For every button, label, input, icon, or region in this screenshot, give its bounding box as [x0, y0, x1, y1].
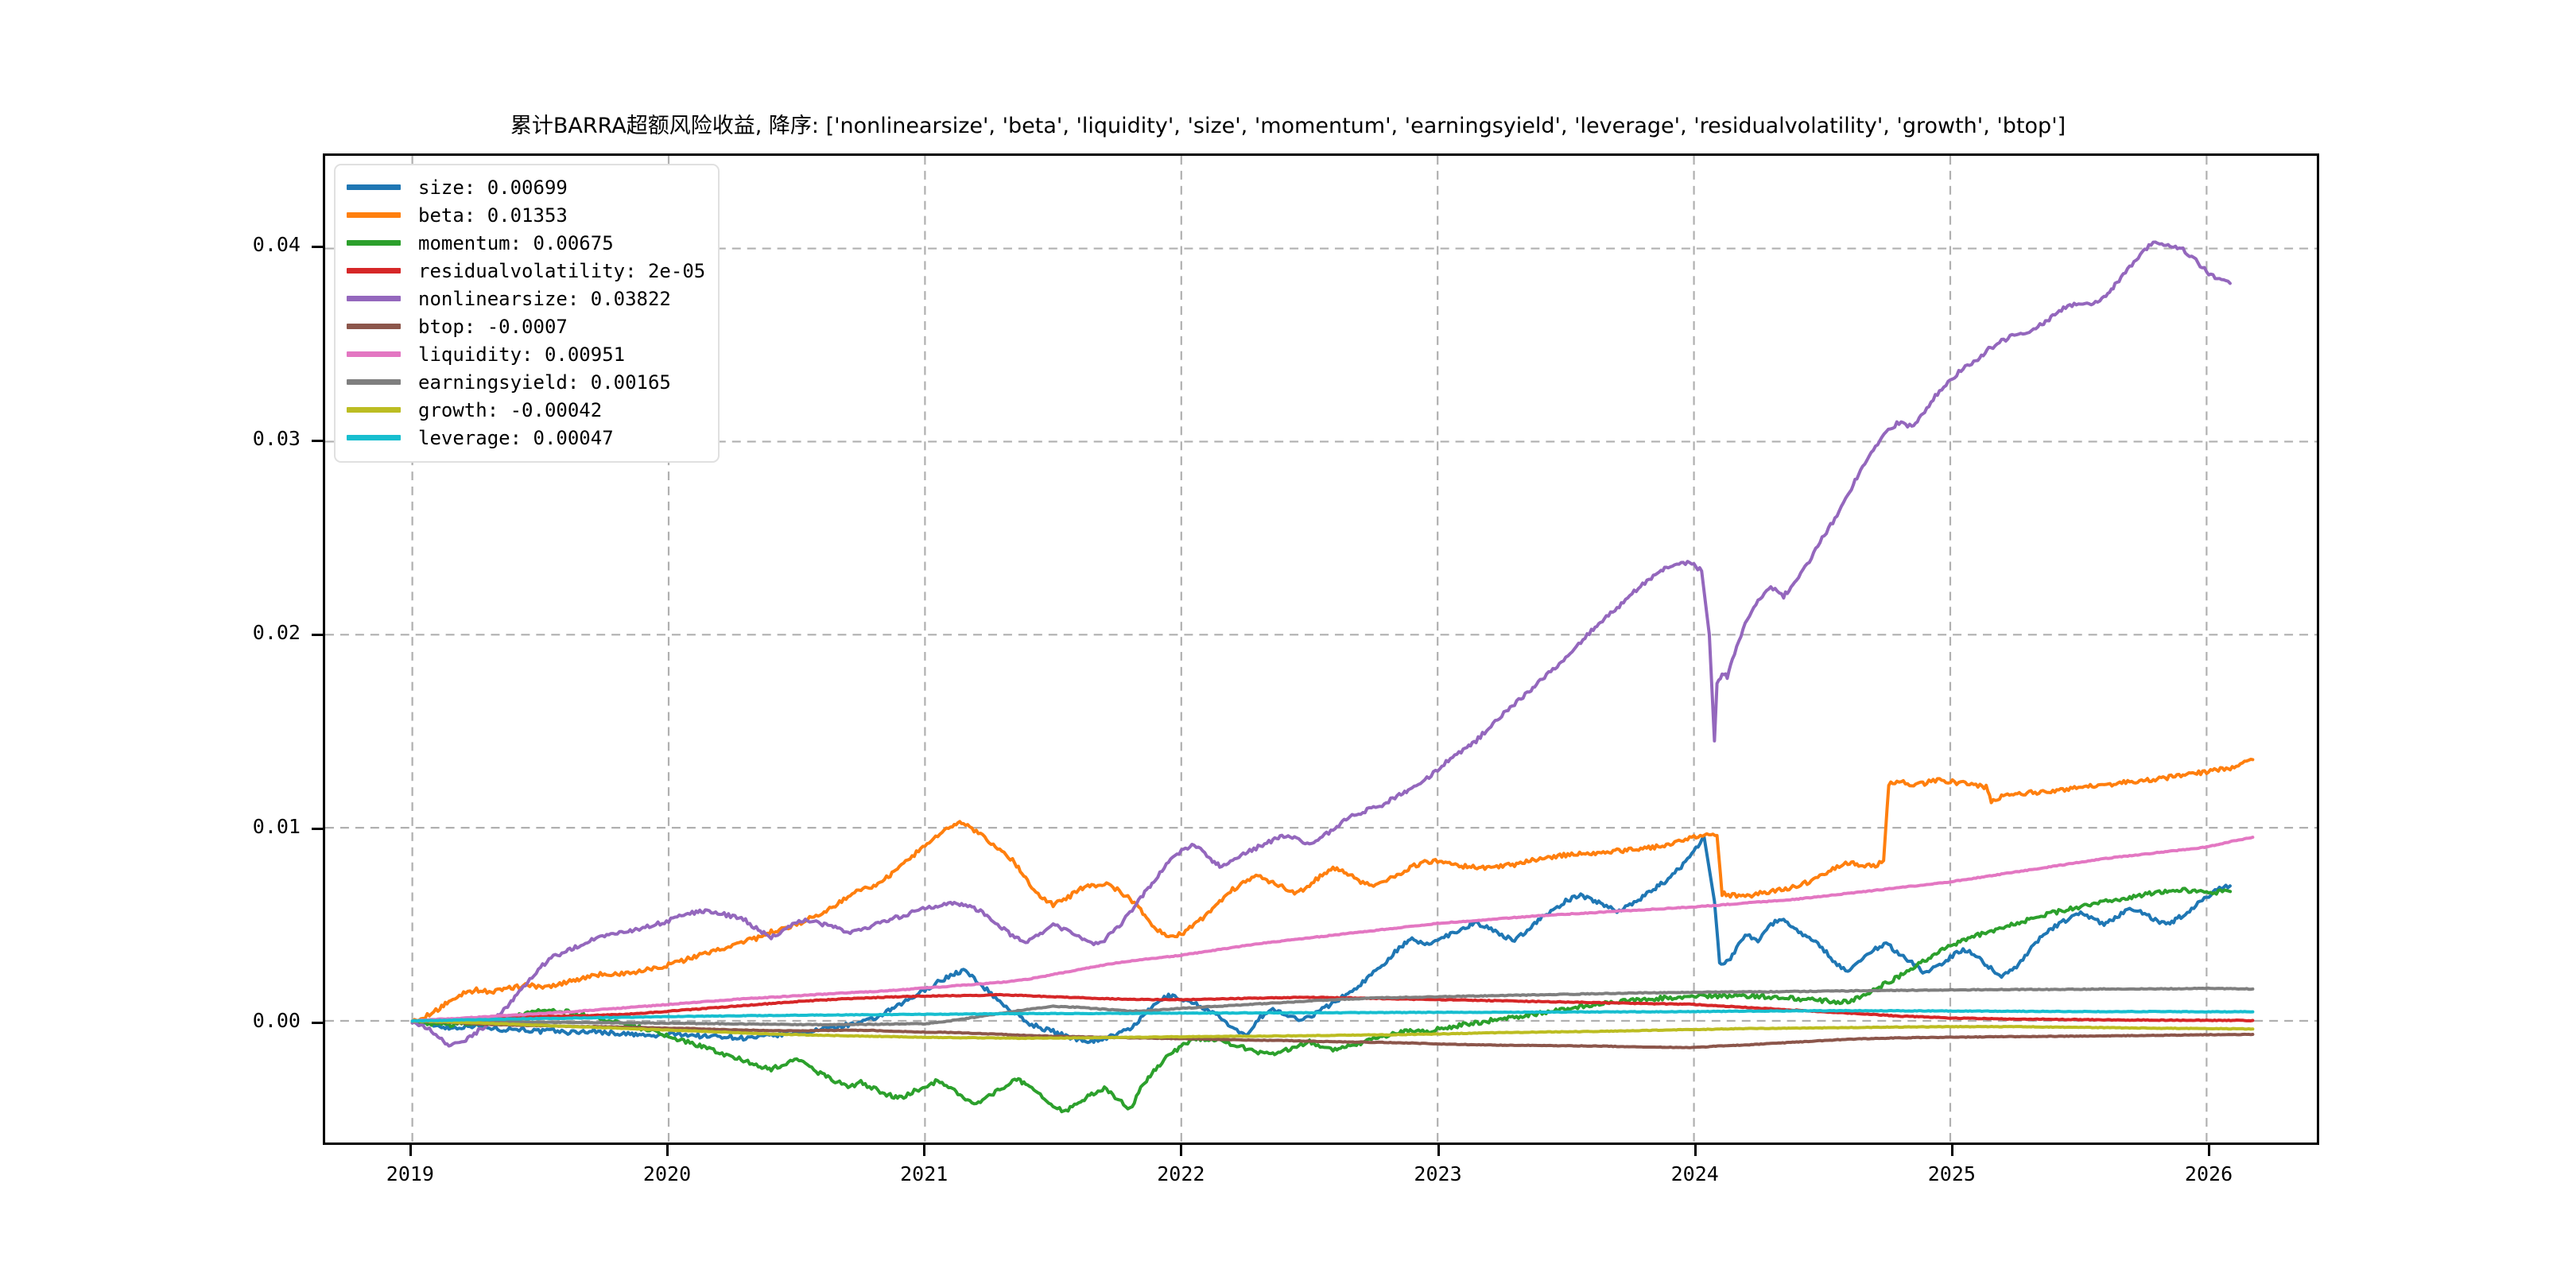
- legend-color-swatch: [347, 407, 401, 413]
- legend-item[interactable]: earningsyield: 0.00165: [347, 368, 705, 396]
- plot-area: [323, 153, 2319, 1145]
- series-line-size: [410, 836, 2232, 1045]
- x-tick-label: 2026: [2184, 1162, 2233, 1185]
- y-tick-mark: [312, 634, 323, 637]
- legend-label: nonlinearsize: 0.03822: [418, 287, 671, 310]
- legend-item[interactable]: beta: 0.01353: [347, 201, 705, 229]
- series-line-residualvolatility: [410, 992, 2255, 1023]
- series-line-btop: [410, 1019, 2255, 1049]
- legend-label: residualvolatility: 2e-05: [418, 259, 706, 282]
- series-layer: [410, 240, 2255, 1114]
- legend-item[interactable]: residualvolatility: 2e-05: [347, 257, 705, 285]
- x-tick-mark: [1693, 1145, 1697, 1156]
- y-tick-label: 0.04: [252, 233, 301, 257]
- x-tick-label: 2023: [1414, 1162, 1462, 1185]
- legend-label: btop: -0.0007: [418, 315, 568, 338]
- x-tick-mark: [2208, 1145, 2211, 1156]
- legend-item[interactable]: size: 0.00699: [347, 173, 705, 201]
- y-tick-label: 0.01: [252, 815, 301, 839]
- legend-color-swatch: [347, 324, 401, 329]
- series-line-growth: [410, 1019, 2255, 1041]
- legend-item[interactable]: liquidity: 0.00951: [347, 340, 705, 368]
- y-tick-label: 0.00: [252, 1009, 301, 1033]
- series-line-nonlinearsize: [410, 240, 2232, 1048]
- y-tick-mark: [312, 440, 323, 443]
- legend-label: liquidity: 0.00951: [418, 343, 626, 366]
- legend-color-swatch: [347, 184, 401, 190]
- x-tick-mark: [409, 1145, 412, 1156]
- legend-label: growth: -0.00042: [418, 398, 603, 421]
- legend-color-swatch: [347, 351, 401, 357]
- legend-item[interactable]: btop: -0.0007: [347, 312, 705, 340]
- x-tick-label: 2021: [900, 1162, 949, 1185]
- legend-color-swatch: [347, 296, 401, 301]
- chart-legend: size: 0.00699 beta: 0.01353 momentum: 0.00…: [334, 164, 720, 463]
- y-tick-mark: [312, 246, 323, 249]
- chart-title: 累计BARRA超额风险收益, 降序: ['nonlinearsize', 'be…: [510, 114, 2066, 138]
- legend-label: leverage: 0.00047: [418, 426, 614, 449]
- series-line-leverage: [410, 1008, 2255, 1023]
- y-tick-mark: [312, 828, 323, 831]
- x-tick-label: 2020: [642, 1162, 692, 1185]
- legend-label: size: 0.00699: [418, 176, 568, 199]
- x-tick-mark: [666, 1145, 669, 1156]
- x-tick-mark: [1437, 1145, 1440, 1156]
- x-tick-mark: [1950, 1145, 1953, 1156]
- chart-svg: [325, 156, 2317, 1143]
- legend-label: momentum: 0.00675: [418, 231, 614, 254]
- y-tick-label: 0.02: [252, 621, 301, 645]
- legend-item[interactable]: leverage: 0.00047: [347, 424, 705, 452]
- legend-label: beta: 0.01353: [418, 204, 568, 227]
- legend-color-swatch: [347, 212, 401, 218]
- y-tick-label: 0.03: [252, 427, 301, 451]
- legend-color-swatch: [347, 240, 401, 246]
- legend-color-swatch: [347, 379, 401, 385]
- series-line-liquidity: [410, 836, 2255, 1023]
- x-tick-mark: [1180, 1145, 1183, 1156]
- series-line-earningsyield: [410, 986, 2255, 1027]
- x-tick-label: 2024: [1670, 1162, 1719, 1185]
- x-tick-mark: [923, 1145, 926, 1156]
- series-line-beta: [410, 758, 2255, 1025]
- legend-label: earningsyield: 0.00165: [418, 370, 671, 394]
- legend-color-swatch: [347, 435, 401, 440]
- x-tick-label: 2022: [1157, 1162, 1205, 1185]
- legend-item[interactable]: growth: -0.00042: [347, 396, 705, 424]
- legend-item[interactable]: nonlinearsize: 0.03822: [347, 285, 705, 312]
- x-tick-label: 2019: [386, 1162, 434, 1185]
- series-line-momentum: [410, 886, 2233, 1114]
- legend-color-swatch: [347, 268, 401, 274]
- legend-item[interactable]: momentum: 0.00675: [347, 229, 705, 257]
- y-tick-mark: [312, 1022, 323, 1025]
- x-tick-label: 2025: [1927, 1162, 1976, 1185]
